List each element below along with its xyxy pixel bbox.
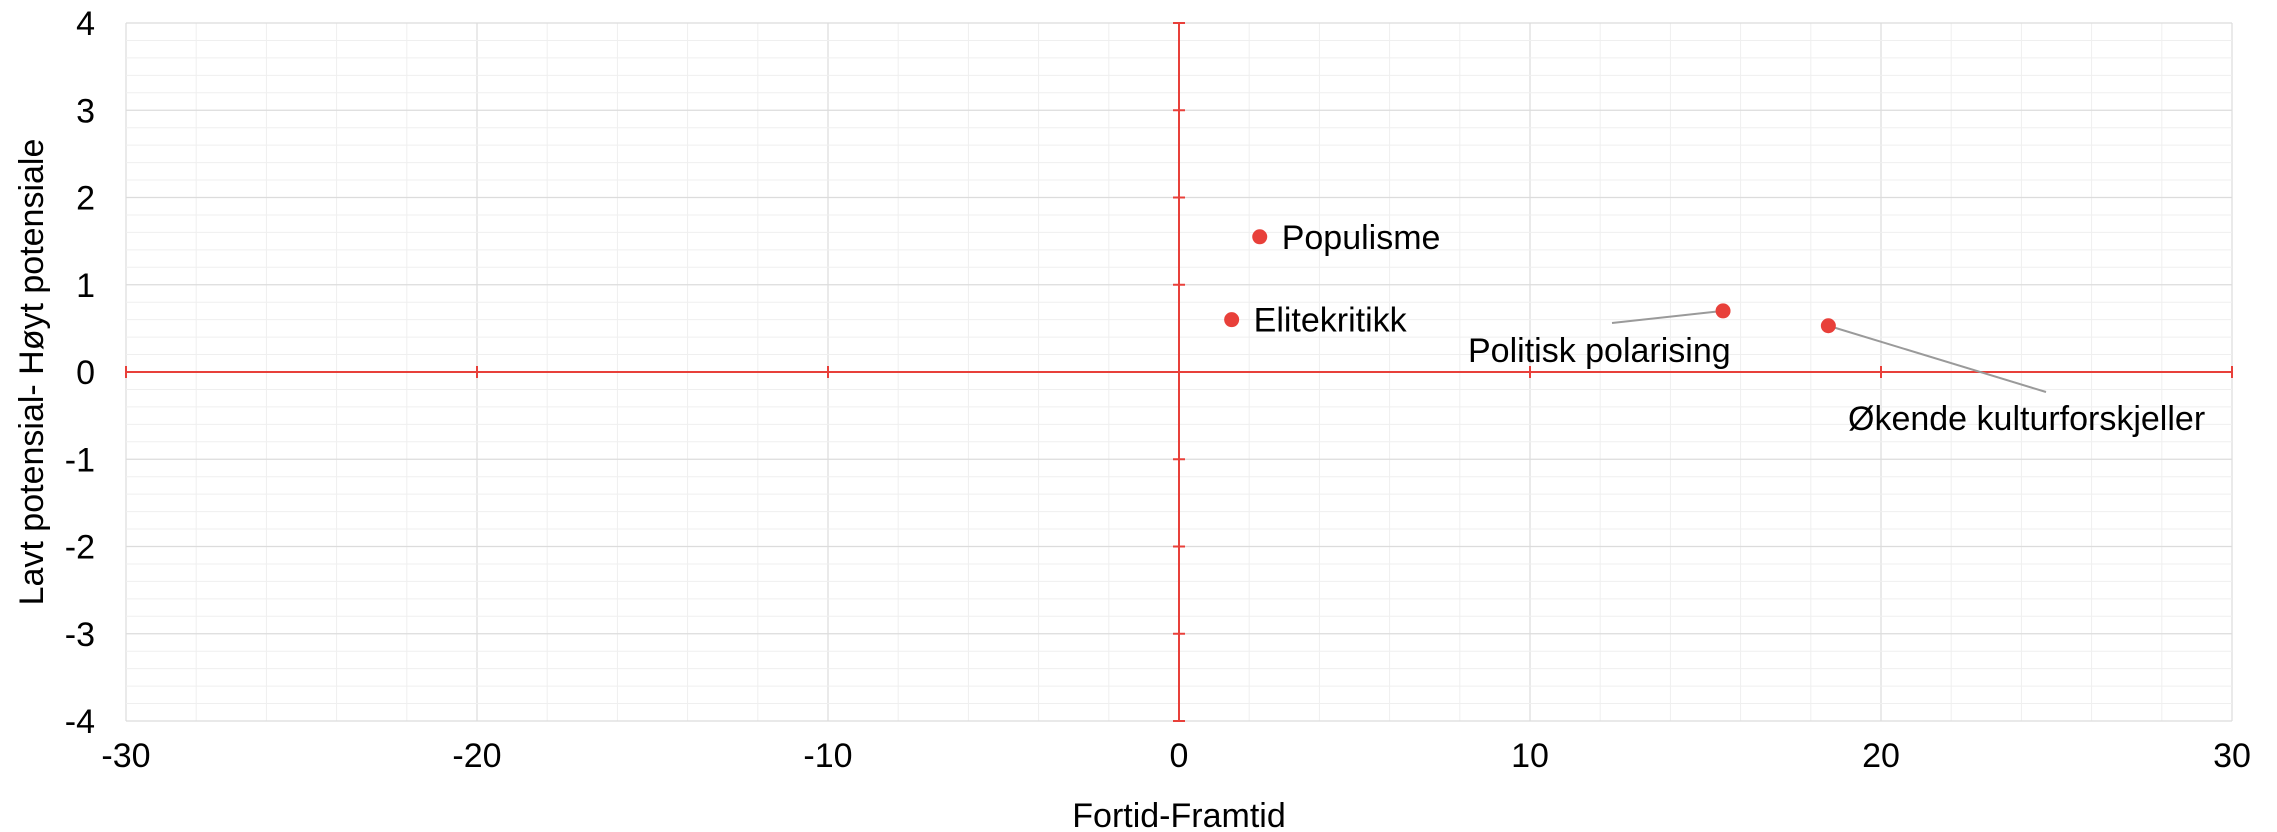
- point-label: Populisme: [1282, 219, 1441, 257]
- leader-line: [1828, 324, 2047, 393]
- data-points: [1224, 229, 1836, 334]
- x-tick-label: 0: [1170, 737, 1189, 775]
- leader-line: [1611, 309, 1724, 324]
- x-axis-title: Fortid-Framtid: [1072, 797, 1285, 832]
- y-tick-label: -1: [65, 441, 95, 479]
- y-tick-label: -2: [65, 529, 95, 567]
- y-tick-label: 3: [76, 92, 95, 130]
- y-axis-title: Lavt potensial- Høyt potensiale: [13, 139, 51, 606]
- data-point: [1715, 303, 1731, 319]
- data-point: [1820, 318, 1836, 334]
- y-tick-label: -4: [65, 703, 95, 741]
- x-tick-label: -10: [803, 737, 852, 775]
- y-tick-label: -3: [65, 616, 95, 654]
- y-tick-label: 2: [76, 180, 95, 218]
- x-tick-label: 20: [1862, 737, 1900, 775]
- y-tick-label: 4: [76, 5, 95, 43]
- x-tick-label: 10: [1511, 737, 1549, 775]
- y-tick-label: 0: [76, 354, 95, 392]
- point-label: Politisk polarising: [1468, 332, 1731, 370]
- point-label: Elitekritikk: [1254, 302, 1408, 340]
- x-tick-label: -20: [452, 737, 501, 775]
- point-labels: Populisme Elitekritikk Politisk polarising…: [1254, 219, 2206, 438]
- data-point: [1252, 229, 1268, 245]
- y-tick-label: 1: [76, 267, 95, 305]
- leader-lines: [1611, 309, 2047, 393]
- point-label: Økende kulturforskjeller: [1848, 400, 2205, 438]
- data-point: [1224, 312, 1240, 328]
- axes: [125, 22, 2233, 722]
- x-tick-label: -30: [101, 737, 150, 775]
- x-tick-label: 30: [2213, 737, 2251, 775]
